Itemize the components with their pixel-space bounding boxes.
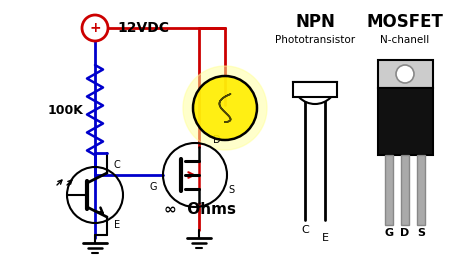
- Text: ∞  Ohms: ∞ Ohms: [164, 202, 236, 218]
- Text: C: C: [301, 225, 309, 235]
- Wedge shape: [293, 82, 337, 104]
- Bar: [385, 155, 393, 225]
- Circle shape: [396, 65, 414, 83]
- Text: D: D: [401, 228, 410, 238]
- Text: MOSFET: MOSFET: [366, 13, 444, 31]
- Text: NPN: NPN: [295, 13, 335, 31]
- Text: E: E: [114, 220, 120, 230]
- Bar: [378, 60, 433, 88]
- Text: N-chanell: N-chanell: [380, 35, 429, 45]
- Text: D: D: [213, 135, 221, 145]
- Circle shape: [193, 76, 257, 140]
- Text: 100K: 100K: [47, 103, 83, 117]
- Text: +: +: [89, 21, 101, 35]
- Text: S: S: [417, 228, 425, 238]
- Text: G: G: [384, 228, 393, 238]
- Text: Phototransistor: Phototransistor: [275, 35, 355, 45]
- Bar: [401, 155, 409, 225]
- Text: E: E: [321, 233, 328, 243]
- Bar: [378, 88, 433, 155]
- Circle shape: [183, 66, 267, 150]
- Text: G: G: [149, 182, 157, 192]
- Text: C: C: [114, 160, 120, 170]
- Text: S: S: [228, 185, 234, 195]
- Bar: [293, 82, 337, 97]
- Bar: [417, 155, 425, 225]
- Text: 12VDC: 12VDC: [117, 21, 169, 35]
